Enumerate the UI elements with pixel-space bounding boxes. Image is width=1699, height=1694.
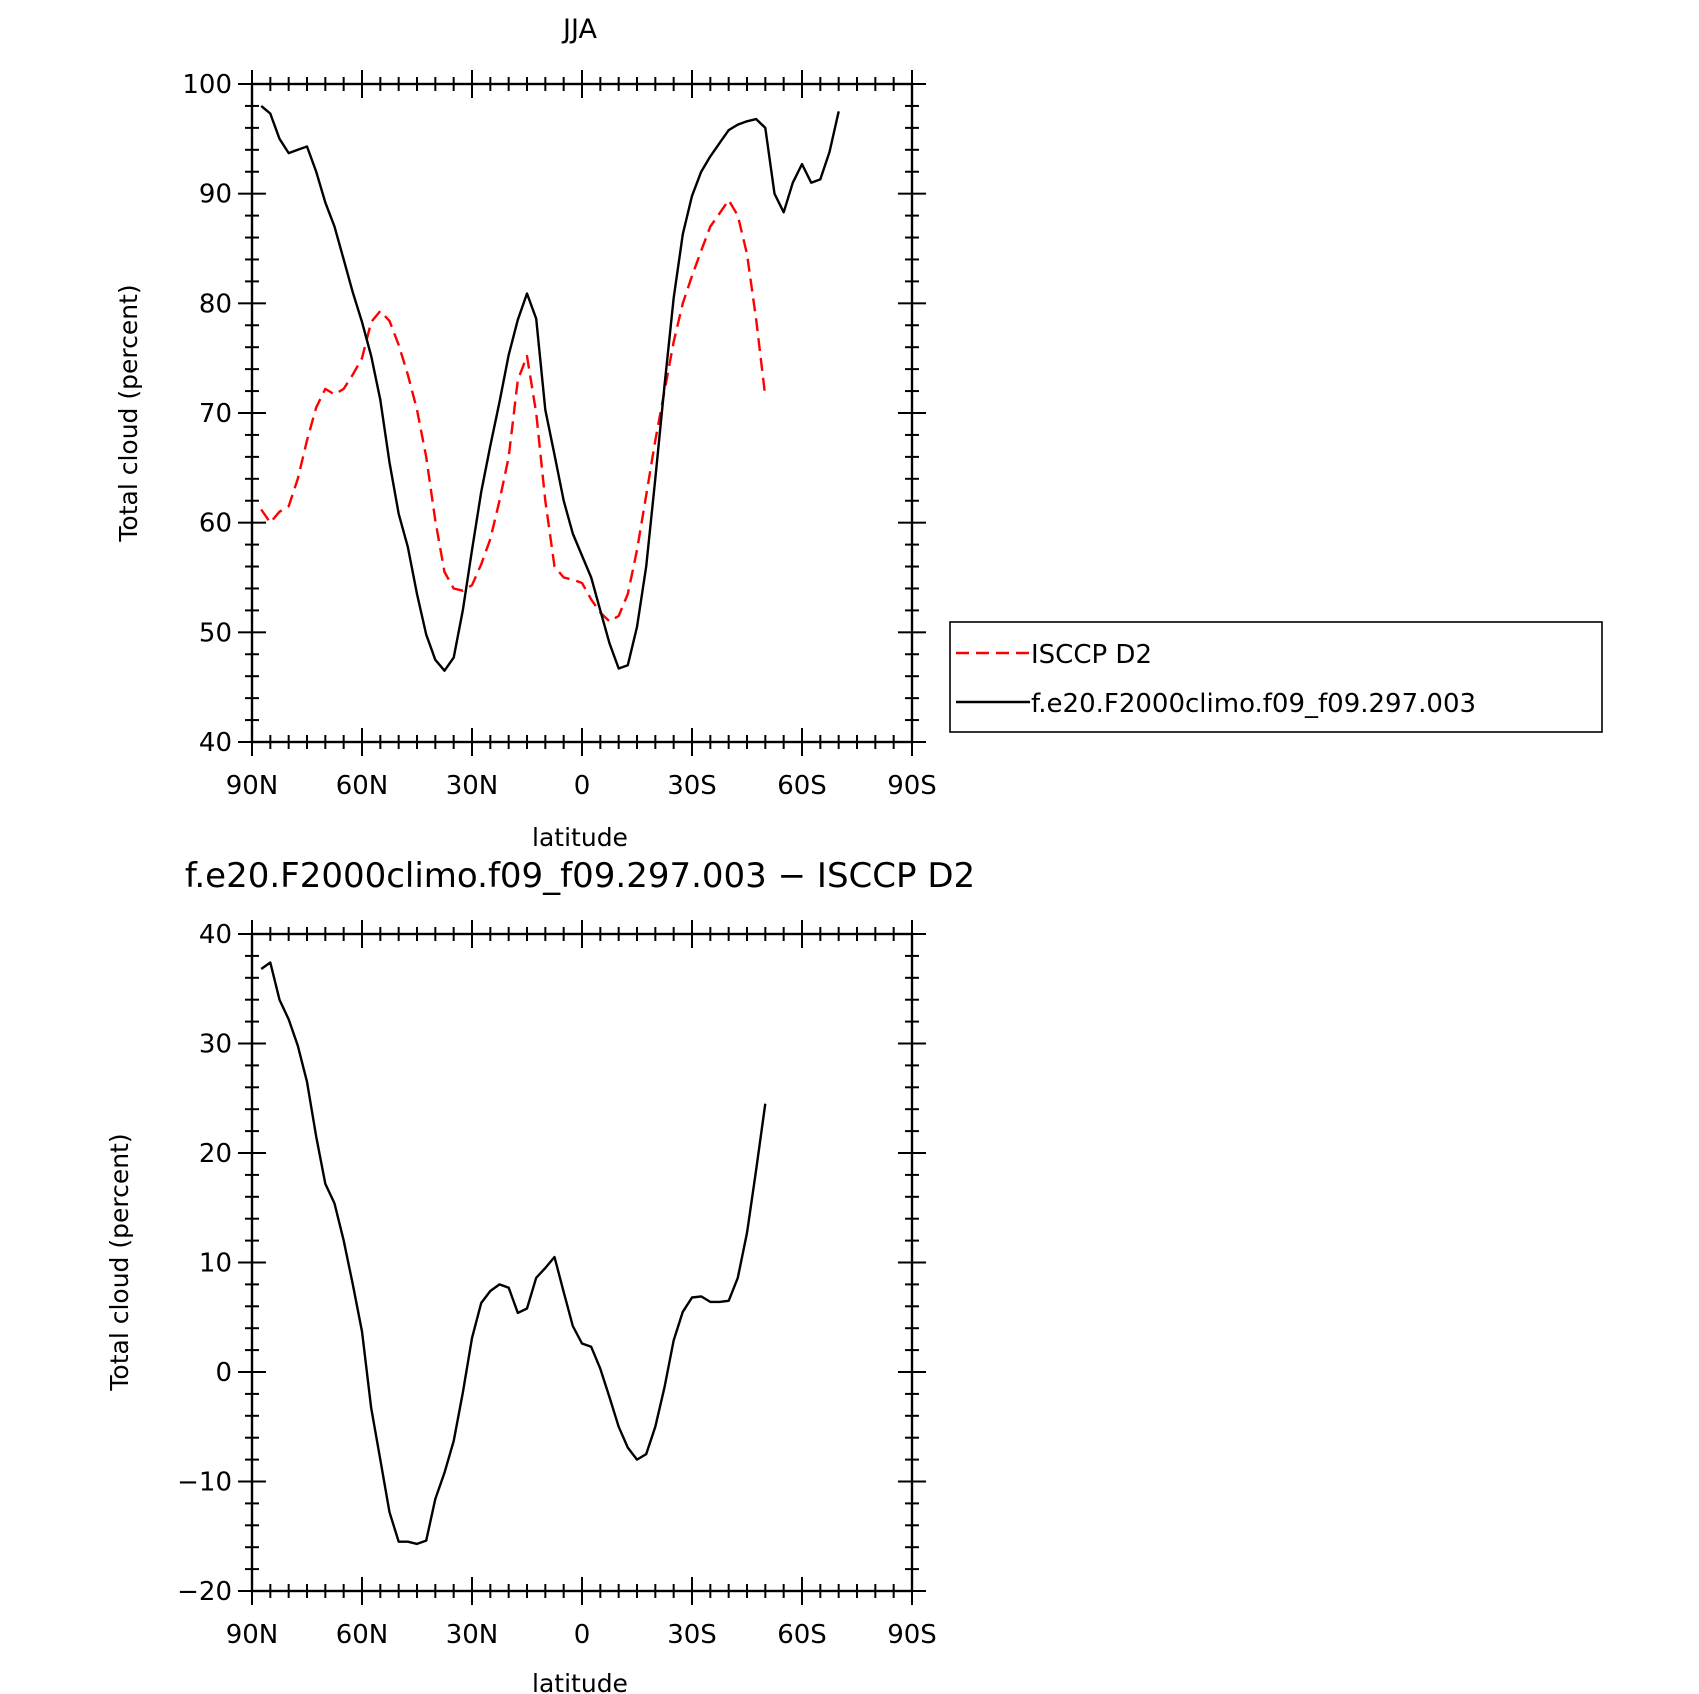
legend-box	[949, 621, 1603, 733]
bot-x-tick-label: 90N	[226, 1620, 279, 1650]
top-title: JJA	[561, 14, 597, 45]
bot-y-tick-label: 10	[199, 1249, 232, 1279]
legend-label-isccp: ISCCP D2	[1031, 640, 1152, 670]
top-x-tick-label: 30S	[667, 771, 717, 801]
bottom-y-axis-label: Total cloud (percent)	[105, 1133, 134, 1391]
bot-x-tick-label: 0	[574, 1620, 591, 1650]
top-y-tick-label: 40	[199, 728, 232, 758]
bot-x-tick-label: 30S	[667, 1620, 717, 1650]
bottom-plot-frame	[250, 932, 914, 1593]
bot-y-tick-label: 0	[215, 1358, 232, 1388]
legend-label-model: f.e20.F2000climo.f09_f09.297.003	[1031, 689, 1476, 719]
legend: ISCCP D2 f.e20.F2000climo.f09_f09.297.00…	[949, 621, 1603, 733]
top-x-tick-label: 0	[574, 771, 591, 801]
top-y-tick-label: 70	[199, 399, 232, 429]
bottom-plot-area	[260, 961, 767, 1546]
bottom-y-tick-labels: −20 −10 0 10 20 30 40	[177, 920, 232, 1607]
bottom-ticks	[238, 920, 926, 1605]
bot-y-tick-label: 40	[199, 920, 232, 950]
top-x-axis-label: latitude	[532, 823, 628, 852]
top-series-line-model	[260, 104, 840, 672]
bot-y-tick-label: −10	[177, 1468, 232, 1498]
top-series-line-isccp	[260, 199, 767, 623]
top-x-tick-label: 30N	[446, 771, 499, 801]
top-x-tick-label: 60S	[777, 771, 827, 801]
top-plot-frame	[250, 82, 914, 744]
top-y-tick-label: 50	[199, 618, 232, 648]
bot-series-line-difference	[260, 961, 767, 1546]
top-x-tick-label: 90N	[226, 771, 279, 801]
top-y-tick-label: 60	[199, 509, 232, 539]
top-x-tick-labels: 90N 60N 30N 0 30S 60S 90S	[226, 771, 937, 801]
top-y-tick-label: 100	[182, 70, 232, 100]
bottom-title: f.e20.F2000climo.f09_f09.297.003 − ISCCP…	[185, 856, 975, 896]
top-y-tick-labels: 40 50 60 70 80 90 100	[182, 70, 232, 758]
bot-x-tick-label: 30N	[446, 1620, 499, 1650]
bot-x-tick-label: 60S	[777, 1620, 827, 1650]
bot-y-tick-label: 30	[199, 1030, 232, 1060]
bot-y-tick-label: 20	[199, 1139, 232, 1169]
top-plot-area	[260, 104, 840, 672]
bot-x-tick-label: 60N	[336, 1620, 389, 1650]
top-x-tick-label: 90S	[887, 771, 937, 801]
top-x-tick-label: 60N	[336, 771, 389, 801]
top-y-tick-label: 90	[199, 180, 232, 210]
bot-x-tick-label: 90S	[887, 1620, 937, 1650]
top-y-tick-label: 80	[199, 289, 232, 319]
top-y-axis-label: Total cloud (percent)	[114, 284, 143, 542]
bottom-x-tick-labels: 90N 60N 30N 0 30S 60S 90S	[226, 1620, 937, 1650]
bottom-x-axis-label: latitude	[532, 1669, 628, 1694]
bot-y-tick-label: −20	[177, 1577, 232, 1607]
bottom-panel: f.e20.F2000climo.f09_f09.297.003 − ISCCP…	[105, 856, 975, 1694]
